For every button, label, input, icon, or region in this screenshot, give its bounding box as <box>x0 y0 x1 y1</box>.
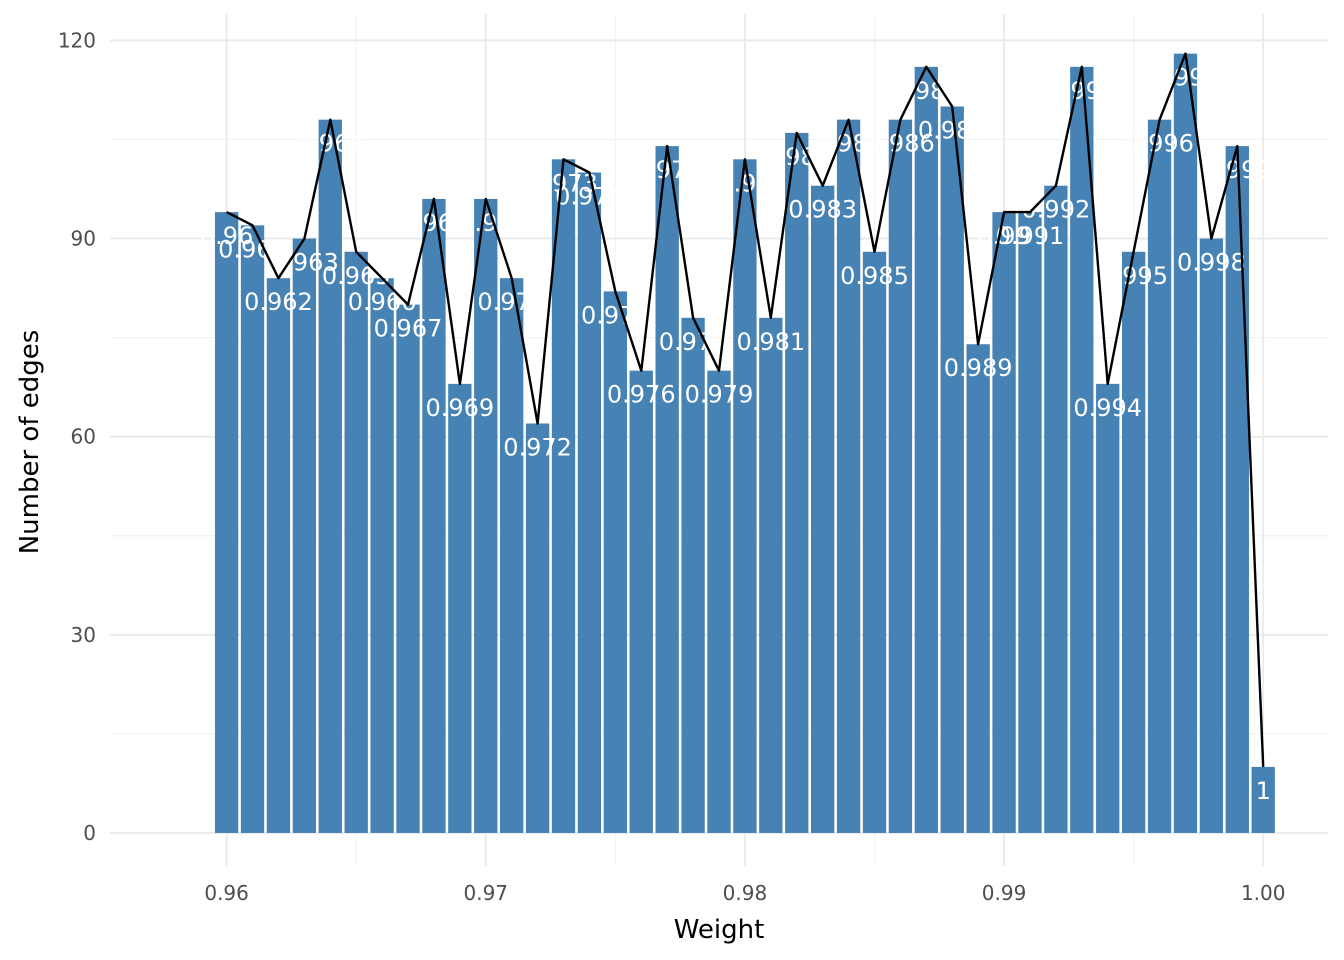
bar <box>370 278 394 833</box>
y-tick-label: 0 <box>83 821 96 845</box>
bar-value-label: 0.988 <box>918 116 987 144</box>
bar <box>629 370 653 833</box>
bar-value-label: 0.964 <box>296 130 365 158</box>
bar <box>836 119 861 833</box>
bar-value-label: 0.978 <box>659 328 728 356</box>
bar <box>1096 383 1120 833</box>
bar <box>655 146 679 833</box>
bar-value-label: 0.998 <box>1177 249 1246 277</box>
bar <box>940 106 964 833</box>
bar <box>214 212 239 833</box>
bar-labels: 0.960.9610.9620.9630.9640.9650.9660.9670… <box>200 64 1272 805</box>
y-tick-label: 120 <box>58 28 96 52</box>
bar-value-label: 0.98 <box>718 169 771 197</box>
bar <box>707 370 731 833</box>
bar-value-label: 0.969 <box>425 394 494 422</box>
bar <box>422 198 446 833</box>
bar <box>862 251 887 833</box>
bar-value-label: 0.976 <box>607 381 676 409</box>
bar-value-label: 0.982 <box>762 143 831 171</box>
x-tick-label: 0.98 <box>723 881 768 905</box>
y-axis-title: Number of edges <box>15 330 45 555</box>
bar-value-label: 0.972 <box>503 433 572 461</box>
bar <box>577 172 602 833</box>
bar <box>888 119 913 833</box>
bar-value-label: 0.996 <box>1125 130 1194 158</box>
bar-value-label: 0.979 <box>685 381 754 409</box>
bar-value-label: 0.961 <box>218 235 287 263</box>
bar-value-label: 0.991 <box>996 222 1065 250</box>
bar <box>603 291 628 833</box>
bar-value-label: 0.994 <box>1073 394 1142 422</box>
bar <box>1070 66 1094 833</box>
bar-value-label: 0.987 <box>892 77 961 105</box>
bar <box>448 383 472 833</box>
bar <box>318 119 342 833</box>
bar <box>1018 212 1042 833</box>
bar <box>1251 766 1275 833</box>
bar <box>914 66 938 833</box>
bar <box>525 423 550 833</box>
bar <box>1199 238 1224 833</box>
bar-value-label: 0.983 <box>788 196 857 224</box>
bar <box>344 251 368 833</box>
trend-line <box>226 52 1265 767</box>
bar-value-label: 0.96 <box>200 222 253 250</box>
bar-value-label: 0.995 <box>1099 262 1168 290</box>
x-tick-label: 1.00 <box>1241 881 1286 905</box>
y-tick-label: 90 <box>71 227 96 251</box>
bar-value-label: 0.973 <box>529 169 598 197</box>
y-tick-label: 60 <box>71 425 96 449</box>
x-axis-title: Weight <box>674 915 765 945</box>
bar-value-label: 0.989 <box>944 354 1013 382</box>
bar <box>240 225 265 833</box>
bar <box>1173 53 1198 833</box>
bar <box>1147 119 1172 833</box>
bar <box>266 278 291 833</box>
bar-value-label: 0.986 <box>866 130 935 158</box>
bar <box>474 198 498 833</box>
bar <box>292 238 317 833</box>
bar <box>500 278 524 833</box>
bar <box>810 185 835 833</box>
bar <box>785 132 809 833</box>
bar-value-label: 0.984 <box>814 130 883 158</box>
x-tick-label: 0.99 <box>982 881 1027 905</box>
bar-value-label: 0.967 <box>374 315 443 343</box>
x-axis-ticks: 0.96 0.97 0.98 0.99 1.00 <box>204 881 1285 905</box>
bar-value-label: 0.962 <box>244 288 313 316</box>
bar <box>733 159 757 833</box>
bar-value-label: 0.981 <box>736 328 805 356</box>
trend-line-group <box>226 52 1265 767</box>
y-axis-ticks: 0 30 60 90 120 <box>58 28 96 845</box>
bar <box>1225 146 1249 833</box>
bar <box>966 344 990 833</box>
bar <box>1044 185 1068 833</box>
x-tick-label: 0.97 <box>464 881 509 905</box>
bar <box>396 304 420 833</box>
bar-value-label: 0.975 <box>581 301 650 329</box>
bar-value-label: 0.985 <box>840 262 909 290</box>
bar-value-label: 0.997 <box>1151 64 1220 92</box>
bars <box>214 53 1275 833</box>
bar-value-label: 0.968 <box>400 209 469 237</box>
bar-value-label: 0.971 <box>477 288 546 316</box>
bar-value-label: 0.974 <box>555 183 624 211</box>
bar <box>759 317 783 833</box>
bar <box>992 212 1016 833</box>
y-tick-label: 30 <box>71 623 96 647</box>
bar <box>681 317 705 833</box>
bar-value-label: 0.97 <box>459 209 512 237</box>
x-tick-label: 0.96 <box>204 881 249 905</box>
bar <box>1121 251 1146 833</box>
bar-value-label: 0.99 <box>977 222 1030 250</box>
bar-value-label: 1 <box>1256 777 1271 805</box>
bar <box>551 159 576 833</box>
bar-value-label: 0.977 <box>633 156 702 184</box>
